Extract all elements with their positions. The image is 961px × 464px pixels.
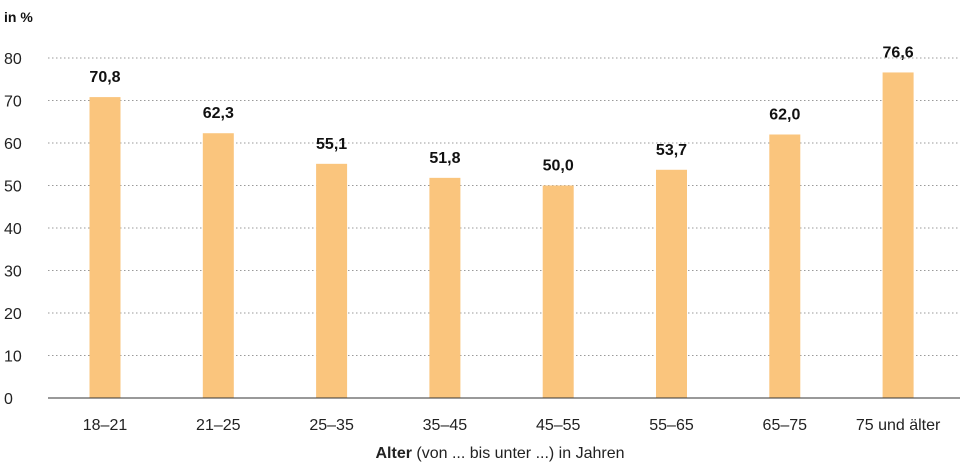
x-axis-title-bold: Alter <box>376 445 412 462</box>
data-label: 62,0 <box>769 107 800 124</box>
y-tick-label: 50 <box>4 179 22 196</box>
y-unit-label: in % <box>4 9 33 25</box>
bars <box>89 72 914 398</box>
y-tick-label: 40 <box>4 221 22 238</box>
y-tick-label: 0 <box>4 391 13 408</box>
y-tick-label: 60 <box>4 136 22 153</box>
data-label: 55,1 <box>316 136 347 153</box>
y-axis-ticks: 0 10 20 30 40 50 60 70 80 <box>4 51 22 408</box>
y-tick-label: 20 <box>4 306 22 323</box>
x-tick-label: 65–75 <box>763 417 808 434</box>
x-tick-label: 75 und älter <box>856 417 941 434</box>
x-tick-label: 35–45 <box>423 417 468 434</box>
bar <box>769 134 801 398</box>
data-label: 62,3 <box>203 105 234 122</box>
x-tick-label: 21–25 <box>196 417 241 434</box>
x-tick-label: 45–55 <box>536 417 581 434</box>
bar <box>542 185 574 398</box>
bar <box>656 169 687 398</box>
x-axis-title-rest: (von ... bis unter ...) in Jahren <box>412 445 625 462</box>
data-label: 51,8 <box>429 150 460 167</box>
data-label: 50,0 <box>543 158 574 175</box>
data-labels: 70,8 62,3 55,1 51,8 50,0 53,7 62,0 76,6 <box>89 44 913 174</box>
y-tick-label: 70 <box>4 94 22 111</box>
y-tick-label: 30 <box>4 264 22 281</box>
bar <box>89 97 121 398</box>
bar <box>202 133 234 398</box>
bar <box>316 163 348 398</box>
x-tick-label: 55–65 <box>649 417 694 434</box>
y-tick-label: 10 <box>4 349 22 366</box>
x-axis-title: Alter (von ... bis unter ...) in Jahren <box>376 445 625 462</box>
data-label: 53,7 <box>656 142 687 159</box>
bar <box>882 72 914 398</box>
data-label: 70,8 <box>89 69 120 86</box>
data-label: 76,6 <box>883 44 914 61</box>
y-tick-label: 80 <box>4 51 22 68</box>
x-axis-ticks: 18–21 21–25 25–35 35–45 45–55 55–65 65–75 75 un… <box>83 417 941 434</box>
gridlines <box>48 57 960 356</box>
x-tick-label: 25–35 <box>309 417 354 434</box>
bar <box>429 177 461 398</box>
x-tick-label: 18–21 <box>83 417 128 434</box>
